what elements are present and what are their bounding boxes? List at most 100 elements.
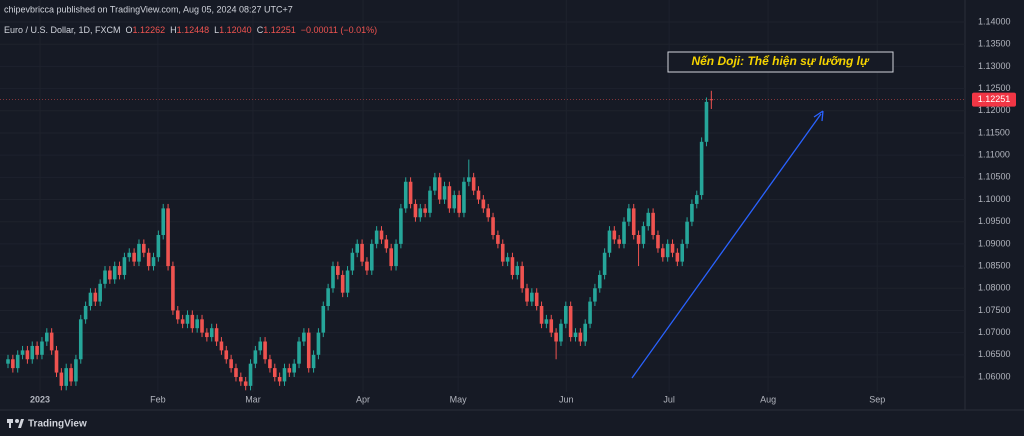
last-price-tag	[972, 92, 1016, 107]
candle-body	[108, 270, 112, 280]
x-tick-label: Aug	[760, 394, 776, 404]
candle-body	[423, 208, 427, 213]
candle-body	[462, 181, 466, 213]
candle-body	[45, 332, 49, 342]
candle-body	[195, 319, 199, 329]
candle-body	[433, 177, 437, 191]
candle-body	[35, 345, 39, 355]
candle-body	[74, 359, 78, 382]
candle-body	[408, 181, 413, 204]
y-tick-label: 1.07000	[978, 327, 1011, 337]
candle-body	[336, 266, 340, 275]
arrow-head	[813, 110, 824, 122]
candle-body	[374, 230, 379, 244]
ohlc-legend: Euro / U.S. Dollar, 1D, FXCM O1.12262 H1.1…	[4, 25, 377, 35]
candle-body	[685, 221, 689, 244]
legend-change: −0.00011 (−0.01%)	[301, 25, 377, 35]
candle-body	[83, 306, 88, 320]
candle-body	[350, 252, 355, 271]
candle-body	[112, 266, 117, 280]
candle-body	[389, 248, 393, 267]
candle-body	[214, 328, 219, 342]
legend-key: H	[170, 25, 177, 35]
legend-value: 1.12251	[263, 25, 296, 35]
x-tick-label: Jul	[663, 394, 675, 404]
candle-body	[466, 177, 471, 182]
candle-body	[161, 208, 166, 236]
candle-body	[190, 314, 195, 329]
legend-value: 1.12262	[133, 25, 166, 35]
candle-body	[399, 208, 403, 244]
candle-body	[11, 359, 15, 369]
candle-body	[20, 350, 25, 355]
candle-body	[675, 252, 680, 262]
trend-arrow	[631, 113, 822, 379]
candle-body	[297, 341, 301, 364]
y-tick-label: 1.07500	[978, 305, 1011, 315]
candle-body	[646, 212, 651, 227]
y-tick-label: 1.14000	[978, 16, 1011, 26]
candle-body	[418, 208, 423, 218]
candle-body	[631, 208, 636, 236]
legend-value: 1.12040	[219, 25, 252, 35]
y-tick-label: 1.10500	[978, 172, 1011, 182]
candle-body	[239, 377, 243, 382]
candle-body	[6, 359, 10, 364]
brand: TradingView	[28, 419, 87, 430]
candle-body	[219, 341, 224, 351]
candle-body	[355, 243, 360, 253]
candle-body	[520, 266, 524, 289]
candle-body	[137, 243, 141, 262]
brand-logo	[7, 419, 24, 428]
candle-body	[258, 341, 263, 351]
candle-body	[496, 235, 500, 244]
candle-body	[224, 350, 229, 360]
candle-body	[78, 319, 83, 360]
y-tick-label: 1.10000	[978, 194, 1011, 204]
candle-body	[98, 283, 102, 302]
legend-key: C	[257, 25, 264, 35]
candle-body	[326, 288, 330, 307]
candle-body	[142, 243, 146, 253]
candle-body	[243, 381, 248, 386]
candle-body	[641, 226, 646, 244]
candle-body	[185, 314, 190, 324]
candle-body	[132, 252, 136, 262]
candle-body	[486, 208, 490, 218]
candle-body	[413, 203, 418, 218]
candle-body	[607, 230, 612, 253]
publisher-line: chipevbricca published on TradingView.co…	[4, 4, 293, 14]
candle-body	[93, 292, 98, 302]
candle-body	[180, 319, 185, 324]
candle-body	[64, 368, 69, 386]
candle-body	[360, 243, 364, 262]
candle-body	[369, 243, 374, 271]
candle-body	[549, 319, 554, 333]
candle-body	[282, 368, 287, 382]
candle-body	[612, 230, 617, 240]
candle-body	[428, 190, 432, 213]
y-tick-label: 1.13500	[978, 39, 1011, 49]
candle-body	[200, 319, 204, 333]
y-tick-label: 1.08500	[978, 260, 1011, 270]
y-tick-label: 1.11500	[978, 127, 1010, 137]
candle-body	[311, 354, 316, 369]
candle-body	[384, 239, 389, 249]
legend-key: L	[214, 25, 219, 35]
candle-body	[306, 332, 311, 369]
candle-body	[234, 368, 238, 378]
candle-body	[510, 257, 515, 275]
candle-body	[272, 368, 277, 378]
candle-body	[88, 292, 93, 307]
candle-body	[263, 341, 267, 360]
candle-body	[622, 221, 626, 244]
y-tick-label: 1.12000	[978, 105, 1011, 115]
candle-body	[331, 266, 335, 289]
candle-body	[665, 243, 670, 258]
candle-body	[457, 195, 461, 213]
candle-body	[69, 368, 73, 382]
candle-body	[292, 363, 296, 373]
candle-body	[452, 195, 457, 209]
x-tick-label: Mar	[245, 394, 261, 404]
